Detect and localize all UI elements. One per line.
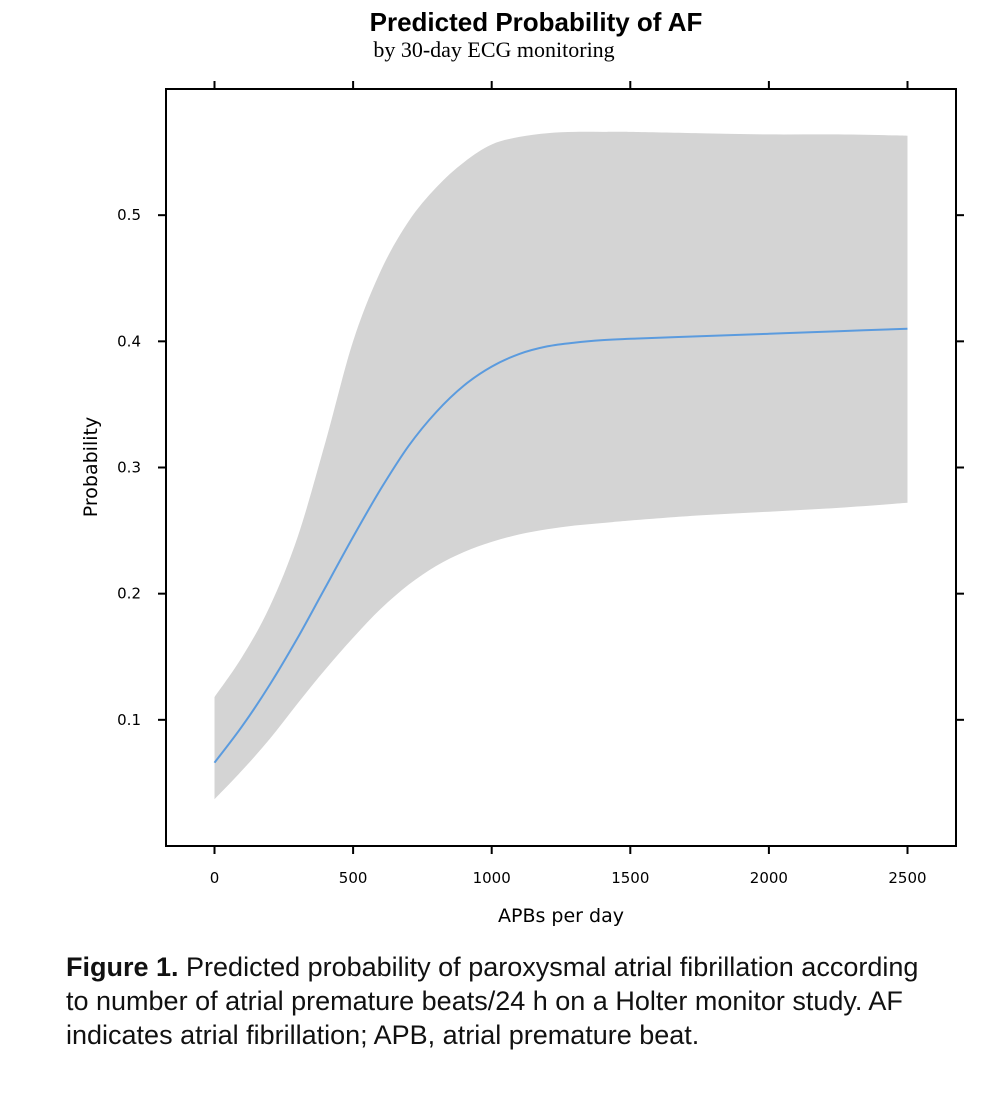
x-axis-label: APBs per day <box>498 905 624 927</box>
chart-title: Predicted Probability of AF <box>370 7 703 37</box>
figure-label: Figure 1. <box>66 952 179 982</box>
figure-caption-text: Predicted probability of paroxysmal atri… <box>66 952 919 1050</box>
chart-subtitle: by 30-day ECG monitoring <box>373 37 614 62</box>
x-tick-label: 0 <box>210 869 220 887</box>
y-tick-label: 0.1 <box>117 711 141 729</box>
x-tick-label: 1500 <box>611 869 649 887</box>
x-tick-label: 1000 <box>473 869 511 887</box>
y-tick-label: 0.2 <box>117 585 141 603</box>
axis-ticks: 0 500 1000 1500 2000 2500 0.1 0.2 0.3 0.4 0.5 <box>117 81 964 887</box>
y-axis-label: Probability <box>80 417 102 517</box>
predicted-probability-line <box>213 327 908 764</box>
y-tick-label: 0.3 <box>117 459 141 477</box>
chart: Predicted Probability of AF by 30-day EC… <box>80 7 964 927</box>
x-tick-label: 500 <box>339 869 368 887</box>
y-tick-label: 0.5 <box>117 206 141 224</box>
confidence-band <box>214 131 908 800</box>
figure-caption: Figure 1. Predicted probability of parox… <box>66 950 946 1052</box>
y-tick-label: 0.4 <box>117 332 141 350</box>
x-tick-label: 2500 <box>888 869 926 887</box>
x-tick-label: 2000 <box>750 869 788 887</box>
